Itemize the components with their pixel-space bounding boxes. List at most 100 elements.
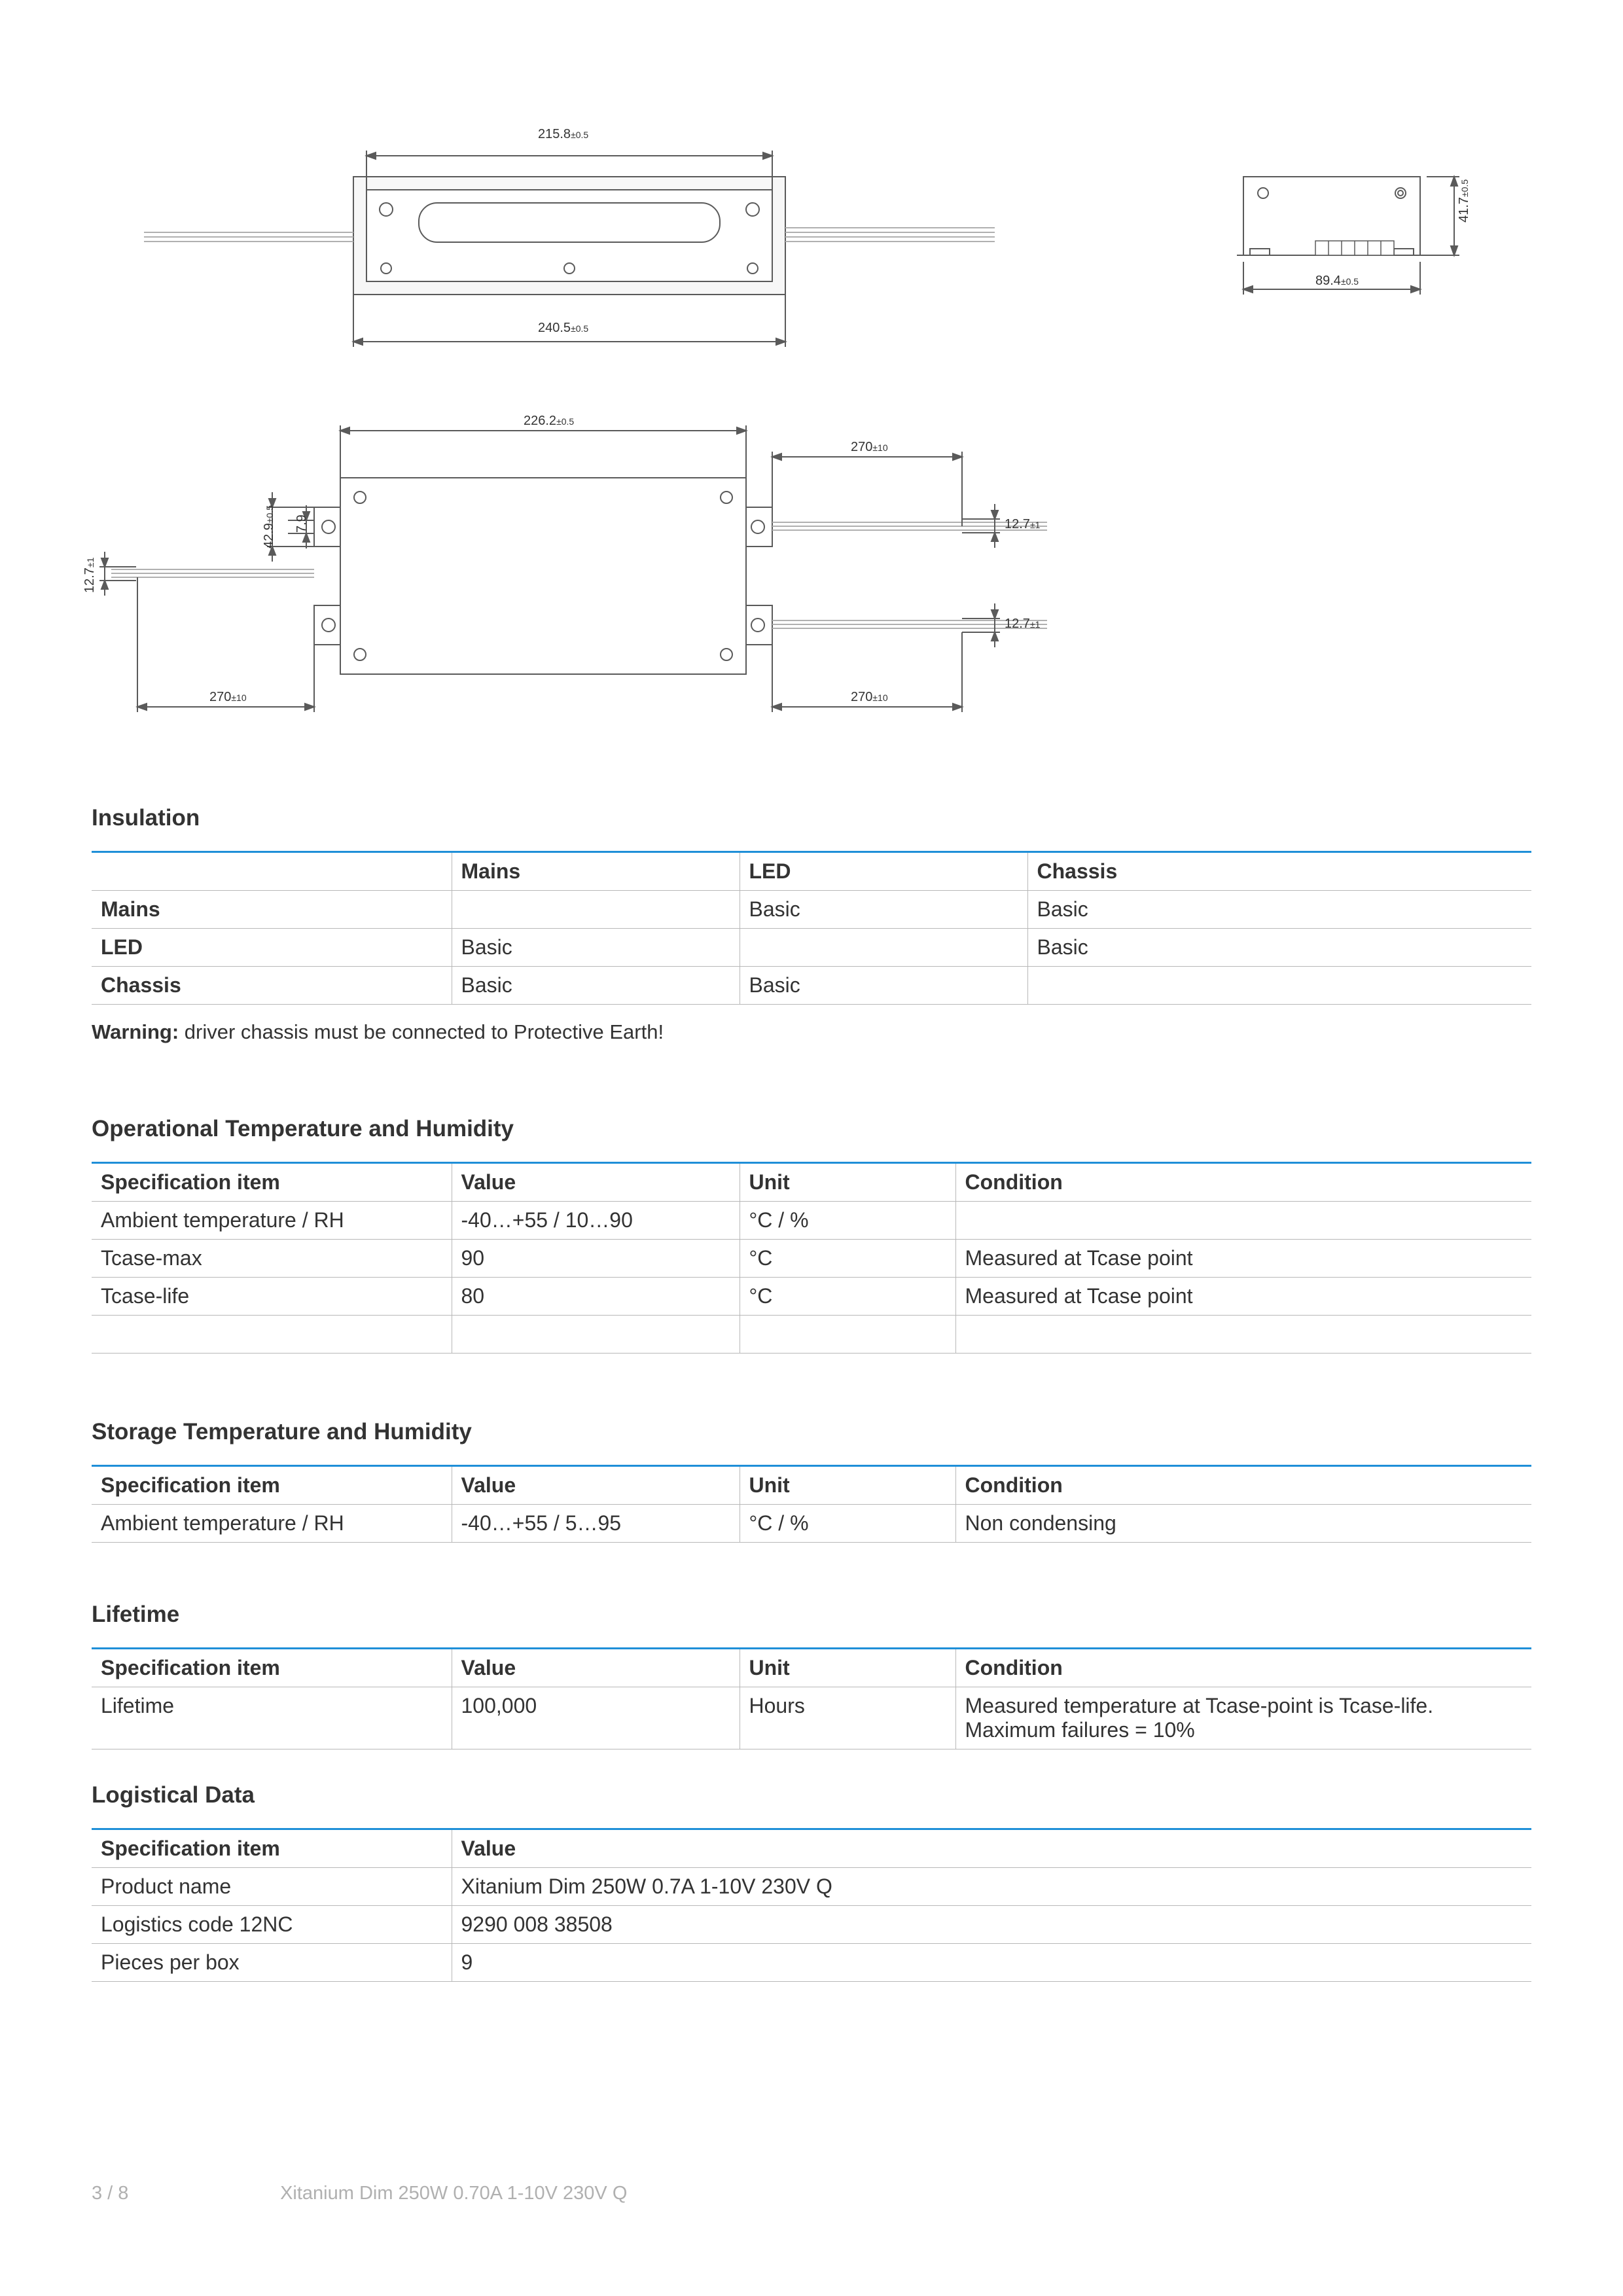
section-lifetime: Lifetime Specification itemValueUnitCond…: [92, 1602, 1531, 1749]
table-header-cell: Unit: [740, 1649, 955, 1687]
storage-title: Storage Temperature and Humidity: [92, 1419, 1531, 1445]
table-cell: [740, 929, 1027, 967]
table-cell: Measured temperature at Tcase-point is T…: [955, 1687, 1531, 1749]
dim-89-4-tol: ±0.5: [1341, 276, 1359, 287]
table-cell: Product name: [92, 1868, 452, 1906]
insulation-table: MainsLEDChassis Mains BasicBasicLEDBasic…: [92, 853, 1531, 1005]
table-cell: Basic: [452, 929, 740, 967]
table-cell: Basic: [740, 891, 1027, 929]
dim-270-l-tol: ±10: [231, 692, 246, 703]
insulation-title: Insulation: [92, 805, 1531, 831]
table-header-cell: Chassis: [1027, 853, 1531, 891]
table-cell: Chassis: [92, 967, 452, 1005]
table-cell: Logistics code 12NC: [92, 1906, 452, 1944]
table-header-cell: Specification item: [92, 1164, 452, 1202]
dim-127-l-tol: ±1: [85, 558, 96, 567]
table-cell: Basic: [740, 967, 1027, 1005]
table-row: Tcase-max90°CMeasured at Tcase point: [92, 1240, 1531, 1278]
dim-127-tr: 12.7: [1005, 517, 1030, 531]
footer-product-name: Xitanium Dim 250W 0.70A 1-10V 230V Q: [280, 2183, 627, 2204]
table-row: ChassisBasicBasic: [92, 967, 1531, 1005]
table-cell: Xitanium Dim 250W 0.7A 1-10V 230V Q: [452, 1868, 1531, 1906]
table-cell: -40…+55 / 10…90: [452, 1202, 740, 1240]
page-footer: 3 / 8 Xitanium Dim 250W 0.70A 1-10V 230V…: [92, 2183, 627, 2204]
section-op-temp: Operational Temperature and Humidity Spe…: [92, 1116, 1531, 1354]
lifetime-title: Lifetime: [92, 1602, 1531, 1628]
table-cell: Ambient temperature / RH: [92, 1505, 452, 1543]
dim-7-9: 7.9: [294, 514, 309, 533]
warning-label: Warning:: [92, 1020, 179, 1043]
storage-table: Specification itemValueUnitCondition Amb…: [92, 1467, 1531, 1543]
table-cell: °C / %: [740, 1505, 955, 1543]
table-header-cell: Condition: [955, 1467, 1531, 1505]
table-cell: [1027, 967, 1531, 1005]
table-cell: 90: [452, 1240, 740, 1278]
table-cell: Non condensing: [955, 1505, 1531, 1543]
dim-127-br-tol: ±1: [1030, 619, 1040, 630]
table-cell: Basic: [1027, 891, 1531, 929]
dim-215-8: 215.8: [538, 127, 571, 141]
op-temp-title: Operational Temperature and Humidity: [92, 1116, 1531, 1142]
table-cell: Tcase-max: [92, 1240, 452, 1278]
diagram-plan-view: [92, 386, 1073, 740]
table-cell: -40…+55 / 5…95: [452, 1505, 740, 1543]
table-cell: 80: [452, 1278, 740, 1316]
table-cell: 9: [452, 1944, 1531, 1982]
table-header-cell: Mains: [452, 853, 740, 891]
insulation-warning: Warning: driver chassis must be connecte…: [92, 1020, 1531, 1044]
dim-270-br: 270: [851, 690, 872, 704]
dim-270-tr: 270: [851, 440, 872, 454]
table-cell: Mains: [92, 891, 452, 929]
table-cell: Ambient temperature / RH: [92, 1202, 452, 1240]
op-temp-table: Specification itemValueUnitCondition Amb…: [92, 1164, 1531, 1354]
lifetime-table: Specification itemValueUnitCondition Lif…: [92, 1649, 1531, 1749]
table-cell: Basic: [452, 967, 740, 1005]
table-cell: [955, 1202, 1531, 1240]
table-row: Product nameXitanium Dim 250W 0.7A 1-10V…: [92, 1868, 1531, 1906]
table-cell: Measured at Tcase point: [955, 1240, 1531, 1278]
logistical-title: Logistical Data: [92, 1782, 1531, 1808]
dim-41-7: 41.7: [1457, 197, 1471, 223]
table-header-cell: Value: [452, 1164, 740, 1202]
technical-drawings: 215.8±0.5 240.5±0.5: [92, 105, 1531, 759]
table-row: Tcase-life80°CMeasured at Tcase point: [92, 1278, 1531, 1316]
table-row: Ambient temperature / RH-40…+55 / 5…95°C…: [92, 1505, 1531, 1543]
table-cell: [740, 1316, 955, 1354]
table-cell: 100,000: [452, 1687, 740, 1749]
table-cell: [452, 891, 740, 929]
dim-127-br: 12.7: [1005, 617, 1030, 631]
table-cell: Hours: [740, 1687, 955, 1749]
table-row: Mains BasicBasic: [92, 891, 1531, 929]
table-header-cell: Condition: [955, 1649, 1531, 1687]
section-insulation: Insulation MainsLEDChassis Mains BasicBa…: [92, 805, 1531, 1044]
table-row: [92, 1316, 1531, 1354]
table-header-cell: LED: [740, 853, 1027, 891]
table-cell: Basic: [1027, 929, 1531, 967]
dim-240-5: 240.5: [538, 321, 571, 335]
dim-226-2: 226.2: [524, 414, 556, 428]
table-header-cell: Specification item: [92, 1649, 452, 1687]
table-header-cell: Unit: [740, 1164, 955, 1202]
table-header-cell: Value: [452, 1649, 740, 1687]
table-row: Lifetime100,000HoursMeasured temperature…: [92, 1687, 1531, 1749]
table-header-cell: Condition: [955, 1164, 1531, 1202]
section-storage: Storage Temperature and Humidity Specifi…: [92, 1419, 1531, 1543]
table-header-cell: [92, 853, 452, 891]
table-header-cell: Unit: [740, 1467, 955, 1505]
dim-42-9-tol: ±0.5: [264, 505, 275, 523]
dim-215-8-tol: ±0.5: [571, 130, 588, 140]
footer-page-number: 3 / 8: [92, 2183, 275, 2204]
table-row: Ambient temperature / RH-40…+55 / 10…90°…: [92, 1202, 1531, 1240]
table-cell: LED: [92, 929, 452, 967]
dim-42-9: 42.9: [262, 523, 276, 548]
table-cell: Tcase-life: [92, 1278, 452, 1316]
table-cell: °C: [740, 1278, 955, 1316]
table-row: LEDBasic Basic: [92, 929, 1531, 967]
table-row: Pieces per box9: [92, 1944, 1531, 1982]
diagram-side-view: [1224, 157, 1486, 340]
table-cell: [92, 1316, 452, 1354]
table-header-cell: Specification item: [92, 1467, 452, 1505]
table-cell: °C: [740, 1240, 955, 1278]
dim-41-7-tol: ±0.5: [1459, 179, 1470, 197]
dim-240-5-tol: ±0.5: [571, 323, 588, 334]
